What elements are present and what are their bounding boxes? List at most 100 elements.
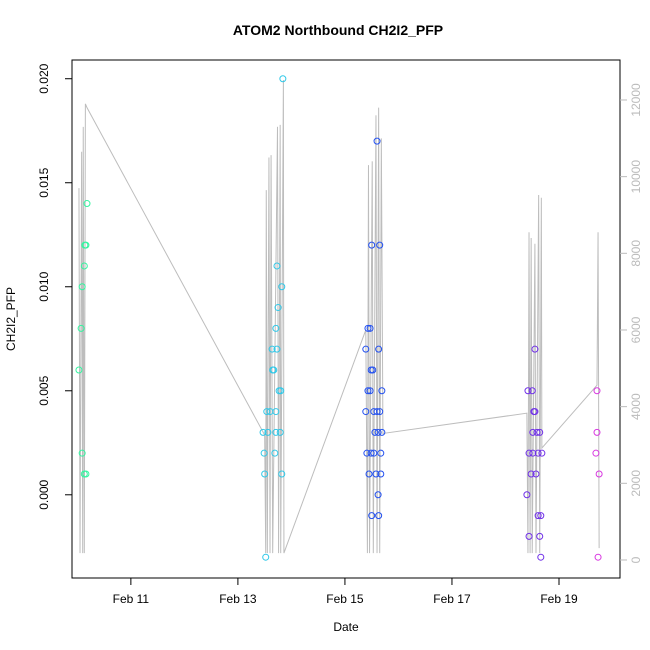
data-point [82,241,90,249]
data-point [263,408,271,416]
data-point [531,345,539,353]
x-tick-label: Feb 17 [433,592,471,606]
data-point [259,428,267,436]
data-point [528,387,536,395]
y2-tick-label: 10000 [629,160,643,194]
data-point [78,283,86,291]
data-point [374,428,382,436]
data-point [529,428,537,436]
data-point [378,428,386,436]
data-point [272,324,280,332]
data-point [377,470,385,478]
data-point [537,512,545,520]
data-point [82,470,90,478]
data-point [370,449,378,457]
y2-tick-label: 12000 [629,83,643,117]
data-point [276,428,284,436]
y2-tick-label: 0 [629,556,643,563]
data-point [593,387,601,395]
data-point [593,428,601,436]
data-point [78,449,86,457]
data-point [524,387,532,395]
data-point [372,470,380,478]
data-point [274,304,282,312]
data-point [529,449,537,457]
data-point [371,428,379,436]
data-point [271,449,279,457]
data-point [536,428,544,436]
data-point [279,75,287,83]
data-point [272,428,280,436]
x-tick-label: Feb 19 [540,592,578,606]
data-point [595,470,603,478]
data-point [368,512,376,520]
data-point [363,449,371,457]
data-point [261,470,269,478]
data-point [366,324,374,332]
data-point [537,553,545,561]
data-point [80,262,88,270]
y-tick-label: 0.010 [37,271,51,301]
data-point [273,345,281,353]
data-point [523,491,531,499]
data-point [365,470,373,478]
data-point [75,366,83,374]
plot-box [71,59,621,579]
x-tick-label: Feb 11 [113,592,150,606]
data-point [531,408,539,416]
y2-tick-label: 2000 [629,470,643,497]
x-tick-label: Feb 15 [326,592,364,606]
data-point [262,553,270,561]
altitude-line [78,80,600,554]
data-point [375,345,383,353]
data-point [368,241,376,249]
y-axis-label: CH2I2_PFP [4,287,18,351]
data-point [592,449,600,457]
data-point [375,512,383,520]
y2-tick-label: 6000 [629,316,643,343]
data-point [260,449,268,457]
data-point [278,283,286,291]
data-point [532,470,540,478]
data-point [273,262,281,270]
data-point [268,345,276,353]
data-point [534,449,542,457]
x-tick-label: Feb 13 [219,592,257,606]
data-point [525,532,533,540]
data-point [527,470,535,478]
data-point [369,366,377,374]
x-axis-label: Date [333,620,359,634]
data-point [374,491,382,499]
data-point [594,553,602,561]
data-point [277,387,285,395]
data-point [77,324,85,332]
data-point [364,324,372,332]
data-point [377,449,385,457]
data-point [376,408,384,416]
y2-tick-label: 4000 [629,393,643,420]
y-tick-label: 0.000 [37,479,51,509]
data-point [364,387,372,395]
y-tick-label: 0.020 [37,63,51,93]
data-point [378,387,386,395]
data-point [264,428,272,436]
y2-tick-label: 8000 [629,240,643,267]
data-point [534,512,542,520]
data-point [525,449,533,457]
chart-title: ATOM2 Northbound CH2I2_PFP [233,22,443,38]
data-point [373,137,381,145]
data-point [270,366,278,374]
y-tick-label: 0.005 [37,375,51,405]
y-tick-label: 0.015 [37,167,51,197]
data-point [366,387,374,395]
data-point [362,345,370,353]
data-point [367,449,375,457]
data-point [83,200,91,208]
data-point [533,428,541,436]
data-point [373,408,381,416]
data-point [536,532,544,540]
data-point [272,408,280,416]
data-point [278,470,286,478]
data-point [538,449,546,457]
